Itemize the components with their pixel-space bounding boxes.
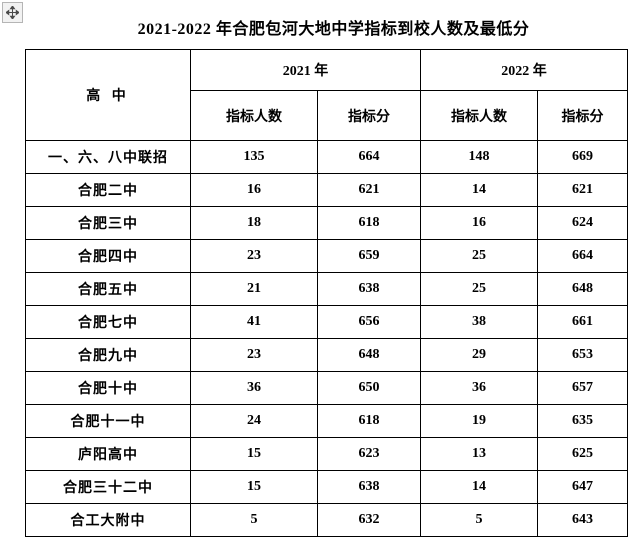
table-row: 合肥二中 16 621 14 621 [25,173,628,207]
school-name-cell: 合肥二中 [25,173,191,207]
score-2021-cell: 618 [317,206,421,240]
school-name-cell: 庐阳高中 [25,437,191,471]
score-2021-cell: 659 [317,239,421,273]
score-2022-cell: 661 [537,305,628,339]
quota-2021-cell: 18 [190,206,318,240]
quota-2021-cell: 15 [190,470,318,504]
table-move-handle[interactable] [2,2,23,23]
header-quota-2022: 指标人数 [420,90,538,141]
score-2022-cell: 643 [537,503,628,537]
score-2022-cell: 621 [537,173,628,207]
quota-2021-cell: 5 [190,503,318,537]
header-score-2021: 指标分 [317,90,421,141]
quota-2022-cell: 5 [420,503,538,537]
quota-2022-cell: 38 [420,305,538,339]
school-name-cell: 合工大附中 [25,503,191,537]
score-2021-cell: 648 [317,338,421,372]
quota-2021-cell: 21 [190,272,318,306]
score-2022-cell: 625 [537,437,628,471]
score-2022-cell: 635 [537,404,628,438]
quota-2022-cell: 148 [420,140,538,174]
quota-2021-cell: 135 [190,140,318,174]
table-row: 合肥九中 23 648 29 653 [25,338,628,372]
school-name-cell: 一、六、八中联招 [25,140,191,174]
quota-2021-cell: 23 [190,338,318,372]
score-2021-cell: 623 [317,437,421,471]
table-row: 合肥四中 23 659 25 664 [25,239,628,273]
score-2021-cell: 664 [317,140,421,174]
score-2021-cell: 656 [317,305,421,339]
quota-2022-cell: 25 [420,239,538,273]
quota-2021-cell: 15 [190,437,318,471]
school-name-cell: 合肥三中 [25,206,191,240]
school-name-cell: 合肥四中 [25,239,191,273]
score-2022-cell: 657 [537,371,628,405]
quota-2022-cell: 25 [420,272,538,306]
score-2022-cell: 647 [537,470,628,504]
school-name-cell: 合肥十一中 [25,404,191,438]
quota-2022-cell: 19 [420,404,538,438]
score-2022-cell: 669 [537,140,628,174]
quota-2021-cell: 23 [190,239,318,273]
school-name-cell: 合肥五中 [25,272,191,306]
quota-2021-cell: 41 [190,305,318,339]
header-school: 高 中 [25,49,191,141]
quota-2021-cell: 24 [190,404,318,438]
quota-2022-cell: 13 [420,437,538,471]
score-2021-cell: 618 [317,404,421,438]
quota-table: 高 中 2021 年 2022 年 指标人数 指标分 指标人数 指标分 一、六、… [25,49,628,537]
quota-2022-cell: 16 [420,206,538,240]
header-score-2022: 指标分 [537,90,628,141]
quota-2022-cell: 36 [420,371,538,405]
score-2022-cell: 624 [537,206,628,240]
quota-2021-cell: 36 [190,371,318,405]
table-row: 合肥三中 18 618 16 624 [25,206,628,240]
table-row: 合肥七中 41 656 38 661 [25,305,628,339]
school-name-cell: 合肥九中 [25,338,191,372]
page-title: 2021-2022 年合肥包河大地中学指标到校人数及最低分 [137,21,530,38]
table-header-row-metrics: 指标人数 指标分 指标人数 指标分 [26,90,628,141]
table-header-row-years: 高 中 2021 年 2022 年 [25,49,628,141]
score-2021-cell: 638 [317,272,421,306]
table-row: 庐阳高中 15 623 13 625 [25,437,628,471]
table-row: 合工大附中 5 632 5 643 [25,503,628,537]
quota-2022-cell: 14 [420,173,538,207]
quota-2022-cell: 14 [420,470,538,504]
score-2021-cell: 650 [317,371,421,405]
school-name-cell: 合肥七中 [25,305,191,339]
score-2022-cell: 664 [537,239,628,273]
score-2021-cell: 621 [317,173,421,207]
score-2021-cell: 638 [317,470,421,504]
score-2022-cell: 653 [537,338,628,372]
header-quota-2021: 指标人数 [190,90,318,141]
table-row: 一、六、八中联招 135 664 148 669 [25,140,628,174]
quota-2021-cell: 16 [190,173,318,207]
header-year-2022: 2022 年 [420,49,628,91]
table-row: 合肥五中 21 638 25 648 [25,272,628,306]
score-2021-cell: 632 [317,503,421,537]
school-name-cell: 合肥十中 [25,371,191,405]
header-year-2021: 2021 年 [190,49,421,91]
quota-2022-cell: 29 [420,338,538,372]
move-icon [6,6,19,19]
table-row: 合肥十一中 24 618 19 635 [25,404,628,438]
table-row: 合肥三十二中 15 638 14 647 [25,470,628,504]
school-name-cell: 合肥三十二中 [25,470,191,504]
table-row: 合肥十中 36 650 36 657 [25,371,628,405]
score-2022-cell: 648 [537,272,628,306]
